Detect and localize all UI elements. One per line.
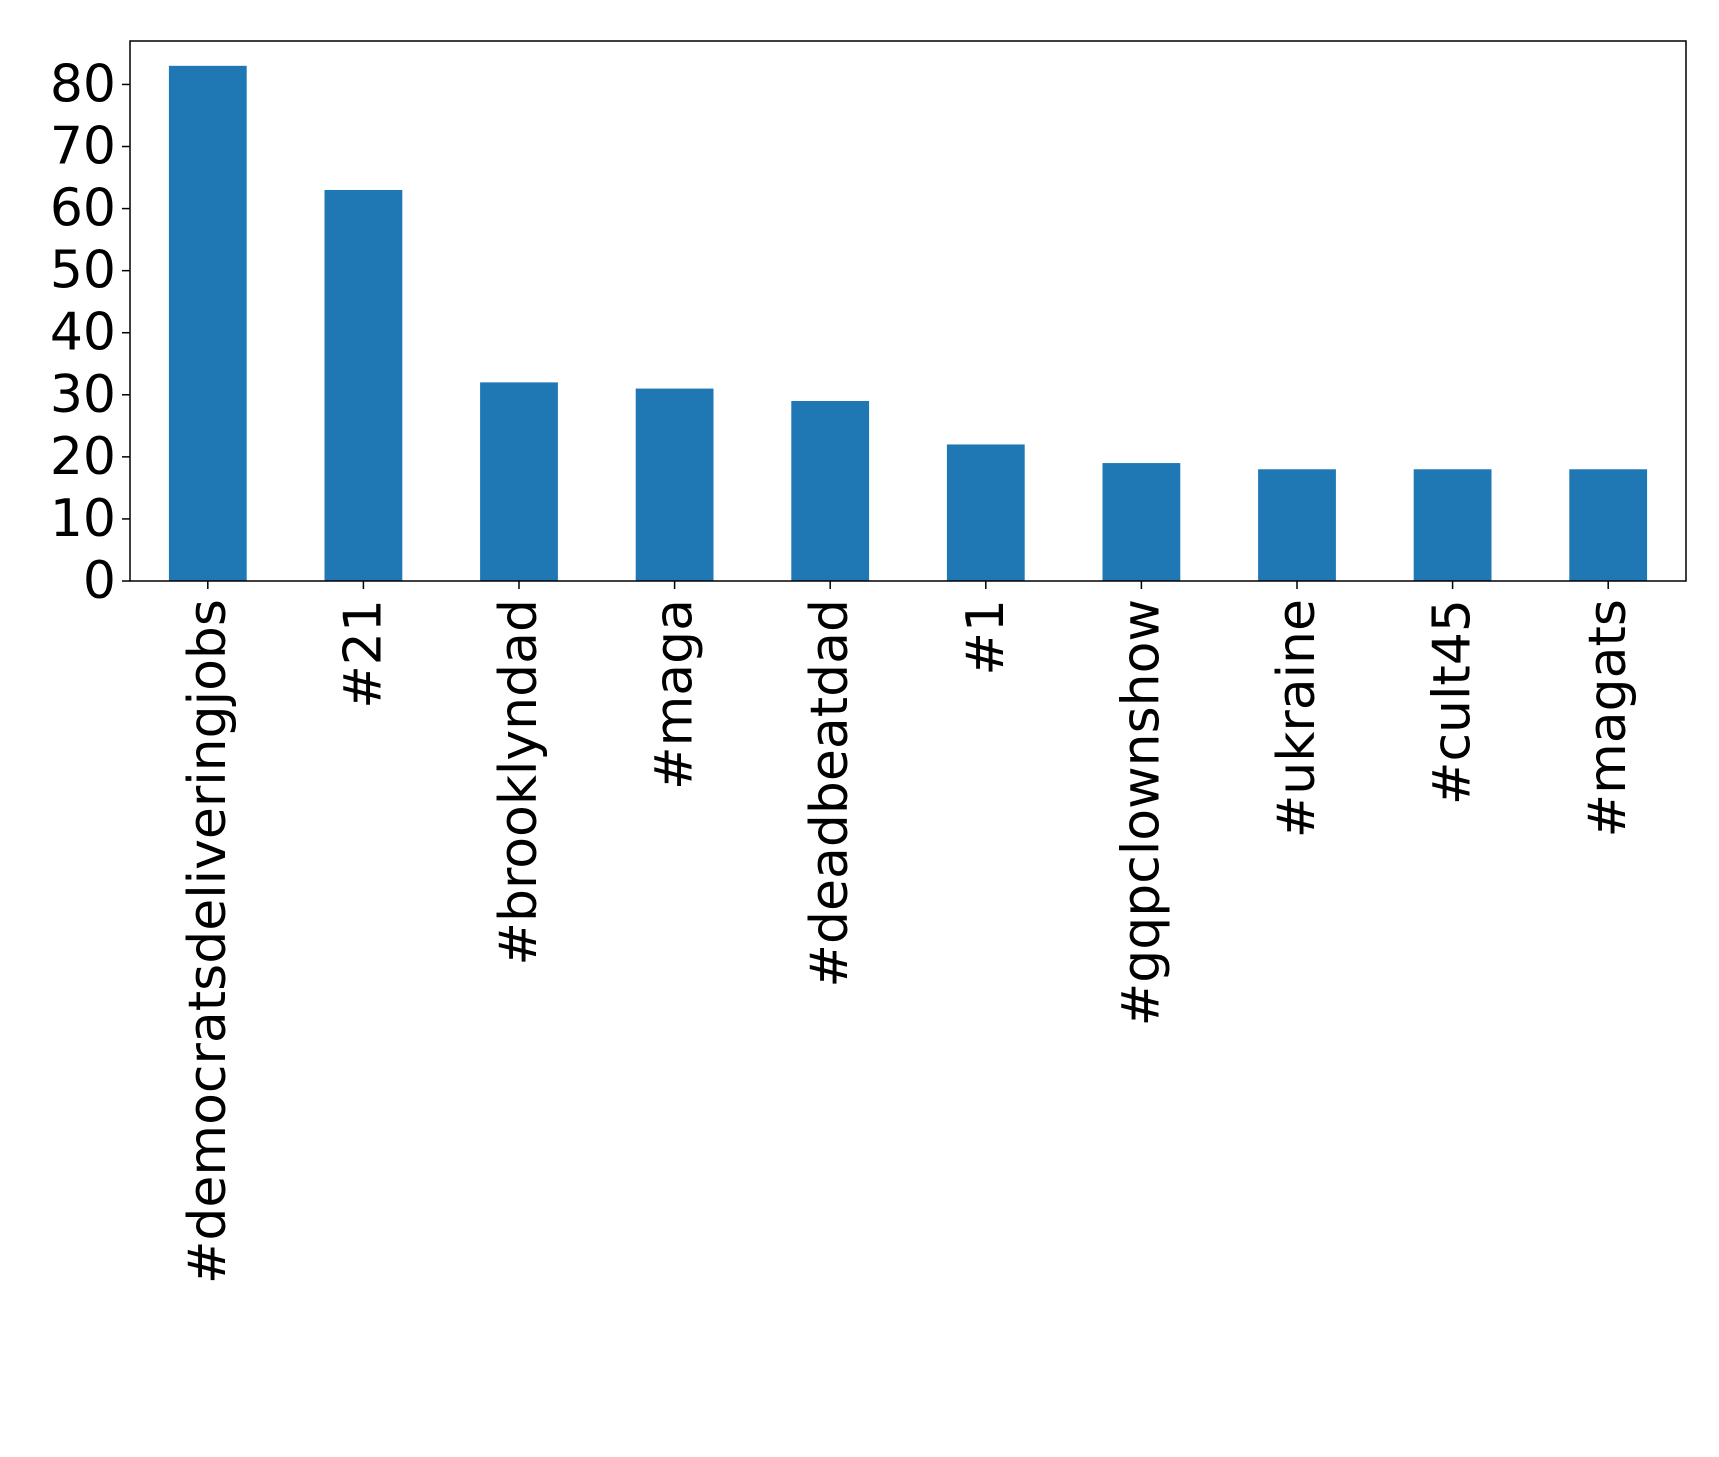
x-tick-label: #1 [956, 599, 1016, 676]
bar [480, 382, 558, 581]
bars-layer [168, 65, 1648, 582]
bar [168, 65, 247, 582]
plot-frame [129, 40, 1687, 582]
y-tick-label: 60 [50, 179, 116, 239]
y-tick-label: 70 [50, 117, 116, 177]
y-tick-label: 20 [50, 427, 116, 487]
y-tick-label: 50 [50, 241, 116, 301]
bar [635, 388, 714, 581]
x-axis: #democratsdeliveringjobs #21 #brooklyndad #… [178, 581, 1638, 1284]
x-tick-label: #cult45 [1423, 599, 1483, 805]
bar [1102, 463, 1181, 581]
bar [324, 189, 403, 581]
x-tick-label: #brooklyndad [489, 599, 549, 966]
bar [946, 444, 1025, 581]
x-tick-label: #magats [1578, 599, 1638, 837]
x-tick-label: #deadbeatdad [800, 599, 860, 988]
bar [1413, 469, 1492, 581]
x-tick-label: #democratsdeliveringjobs [178, 599, 238, 1284]
x-tick-label: #gqpclownshow [1111, 599, 1171, 1026]
y-tick-label: 80 [50, 54, 116, 114]
y-tick-label: 30 [50, 365, 116, 425]
bar [1258, 469, 1336, 581]
x-tick-label: #ukraine [1267, 599, 1327, 838]
x-tick-label: #maga [645, 599, 705, 790]
y-tick-label: 10 [50, 489, 116, 549]
bar [1569, 469, 1648, 581]
bar [791, 401, 870, 581]
y-tick-label: 0 [83, 551, 116, 611]
x-tick-label: #21 [333, 599, 393, 709]
y-tick-label: 40 [50, 303, 116, 363]
